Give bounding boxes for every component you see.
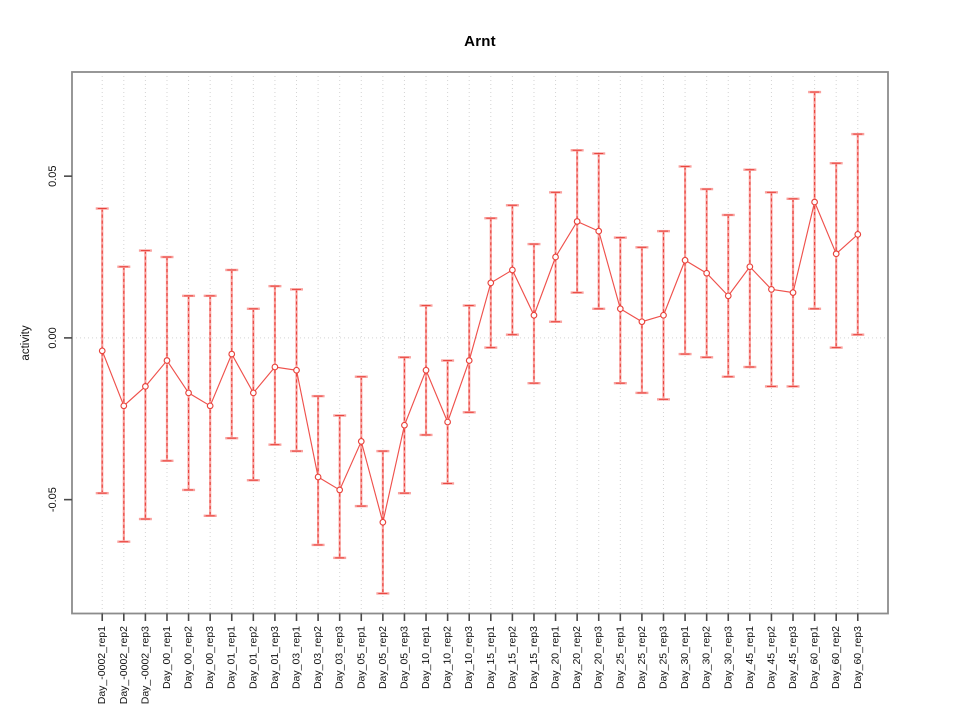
- y-tick-label: 0.05: [47, 165, 59, 186]
- data-point: [573, 218, 581, 225]
- data-point: [271, 363, 279, 371]
- x-tick-label: Day_30_rep3: [722, 626, 734, 689]
- data-point: [768, 286, 775, 293]
- data-point: [487, 279, 495, 287]
- x-tick-label: Day_25_rep2: [636, 626, 648, 689]
- data-point: [357, 438, 365, 445]
- data-point: [638, 318, 646, 326]
- x-tick-label: Day_-0002_rep2: [118, 626, 130, 704]
- data-point: [789, 289, 797, 296]
- axis-layer: -0.05 0.00 0.05 Day_-0002_rep1 Day_-0002_rep…: [47, 71, 889, 704]
- x-tick-label: Day_30_rep2: [701, 626, 713, 689]
- data-point: [724, 292, 732, 300]
- series-line: [101, 200, 859, 523]
- x-tick-label: Day_25_rep1: [614, 626, 626, 689]
- x-tick-label: Day_01_rep3: [269, 626, 281, 689]
- data-point: [401, 421, 408, 429]
- y-axis-title: activity: [20, 325, 32, 360]
- error-bar: [311, 394, 325, 547]
- x-tick-label: Day_60_rep1: [809, 626, 821, 689]
- x-tick-label: Day_60_rep2: [830, 626, 842, 689]
- x-tick-label: Day_03_rep2: [312, 626, 324, 689]
- data-point: [465, 357, 473, 364]
- data-point: [142, 383, 149, 390]
- data-point: [854, 231, 862, 238]
- data-point: [228, 350, 236, 358]
- plot-frame: [71, 71, 889, 615]
- x-tick-label: Day_20_rep3: [593, 626, 605, 689]
- data-point: [185, 389, 192, 397]
- data-point: [616, 305, 624, 313]
- x-tick-label: Day_10_rep3: [463, 626, 475, 689]
- x-tick-label: Day_00_rep1: [161, 626, 173, 689]
- x-tick-label: Day_-0002_rep3: [139, 626, 151, 704]
- data-point: [660, 311, 667, 319]
- data-point: [422, 366, 430, 374]
- y-tick-label: 0.00: [47, 327, 59, 348]
- x-tick-label: Day_45_rep1: [744, 626, 756, 689]
- data-point: [509, 266, 516, 274]
- x-tick-label: Day_03_rep1: [291, 626, 303, 689]
- x-tick-label: Day_15_rep1: [485, 626, 497, 689]
- data-point: [703, 269, 711, 277]
- data-point: [832, 250, 840, 258]
- x-tick-label: Day_03_rep3: [334, 626, 346, 689]
- data-point: [249, 389, 257, 397]
- x-tick-label: Day_01_rep1: [226, 626, 238, 689]
- data-point: [530, 311, 538, 319]
- x-tick-label: Day_45_rep3: [787, 626, 799, 689]
- x-tick-label: Day_05_rep2: [377, 626, 389, 689]
- chart-title: Arnt: [464, 33, 496, 50]
- x-tick-label: Day_00_rep3: [204, 626, 216, 689]
- x-tick-label: Day_10_rep2: [442, 626, 454, 689]
- x-tick-label: Day_60_rep3: [852, 626, 864, 689]
- x-tick-label: Day_30_rep1: [679, 626, 691, 689]
- x-tick-label: Day_20_rep1: [550, 626, 562, 689]
- data-point: [444, 418, 451, 426]
- x-tick-label: Day_15_rep2: [506, 626, 518, 689]
- x-tick-label: Day_-0002_rep1: [96, 626, 108, 704]
- data-point: [681, 256, 689, 264]
- x-tick-label: Day_05_rep1: [355, 626, 367, 689]
- x-tick-label: Day_45_rep2: [765, 626, 777, 689]
- data-point: [163, 357, 171, 364]
- data-point: [811, 198, 818, 206]
- data-point: [314, 473, 322, 481]
- data-point: [120, 402, 128, 410]
- data-point: [552, 253, 559, 261]
- data-point: [595, 227, 603, 235]
- y-tick-label: -0.05: [47, 487, 59, 512]
- x-tick-label: Day_25_rep3: [657, 626, 669, 689]
- x-tick-label: Day_00_rep2: [183, 626, 195, 689]
- x-tick-label: Day_05_rep3: [398, 626, 410, 689]
- x-tick-label: Day_15_rep3: [528, 626, 540, 689]
- data-point: [293, 366, 300, 374]
- series-layer: [95, 90, 865, 595]
- x-tick-label: Day_10_rep1: [420, 626, 432, 689]
- data-point: [746, 263, 754, 271]
- data-point: [98, 347, 106, 355]
- data-point: [206, 402, 214, 410]
- x-tick-label: Day_20_rep2: [571, 626, 583, 689]
- data-point: [379, 518, 387, 526]
- data-point: [336, 486, 344, 494]
- grid-layer: [72, 72, 888, 614]
- x-tick-label: Day_01_rep2: [247, 626, 259, 689]
